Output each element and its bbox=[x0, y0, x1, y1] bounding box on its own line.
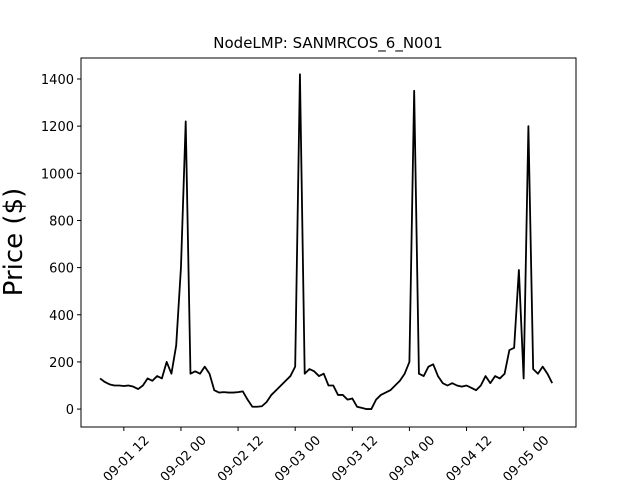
y-tick-label: 1200 bbox=[41, 120, 74, 135]
y-tick-label: 1400 bbox=[41, 73, 74, 88]
plot-frame bbox=[80, 57, 577, 428]
y-tick-label: 1000 bbox=[41, 167, 74, 182]
y-axis-label: Price ($) bbox=[0, 188, 29, 297]
y-tick-label: 0 bbox=[66, 403, 74, 418]
y-tick-label: 600 bbox=[49, 262, 74, 277]
line bbox=[99, 73, 554, 410]
y-tick-label: 800 bbox=[49, 214, 74, 229]
y-tick-label: 200 bbox=[49, 356, 74, 371]
y-tick-label: 400 bbox=[49, 309, 74, 324]
chart-title: NodeLMP: SANMRCOS_6_N001 bbox=[213, 34, 442, 53]
